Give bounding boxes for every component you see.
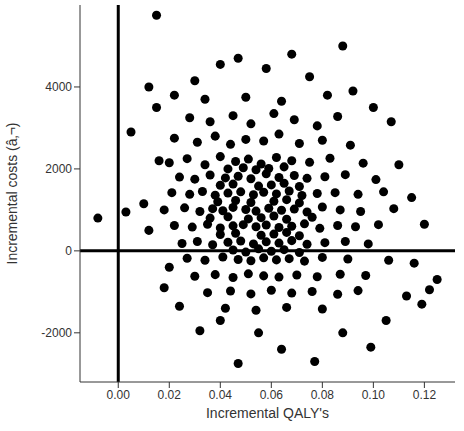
- svg-text:0: 0: [65, 244, 72, 258]
- svg-text:0.08: 0.08: [311, 388, 335, 402]
- svg-text:2000: 2000: [45, 162, 72, 176]
- svg-text:Incremental QALY's: Incremental QALY's: [206, 405, 329, 421]
- svg-text:-2000: -2000: [41, 326, 72, 340]
- svg-text:0.04: 0.04: [209, 388, 233, 402]
- svg-text:0.12: 0.12: [413, 388, 437, 402]
- svg-text:0.06: 0.06: [260, 388, 284, 402]
- svg-text:0.00: 0.00: [107, 388, 131, 402]
- svg-text:0.10: 0.10: [362, 388, 386, 402]
- svg-text:0.02: 0.02: [158, 388, 182, 402]
- svg-text:Incremental costs (â‚¬): Incremental costs (â‚¬): [8, 123, 20, 265]
- svg-text:4000: 4000: [45, 80, 72, 94]
